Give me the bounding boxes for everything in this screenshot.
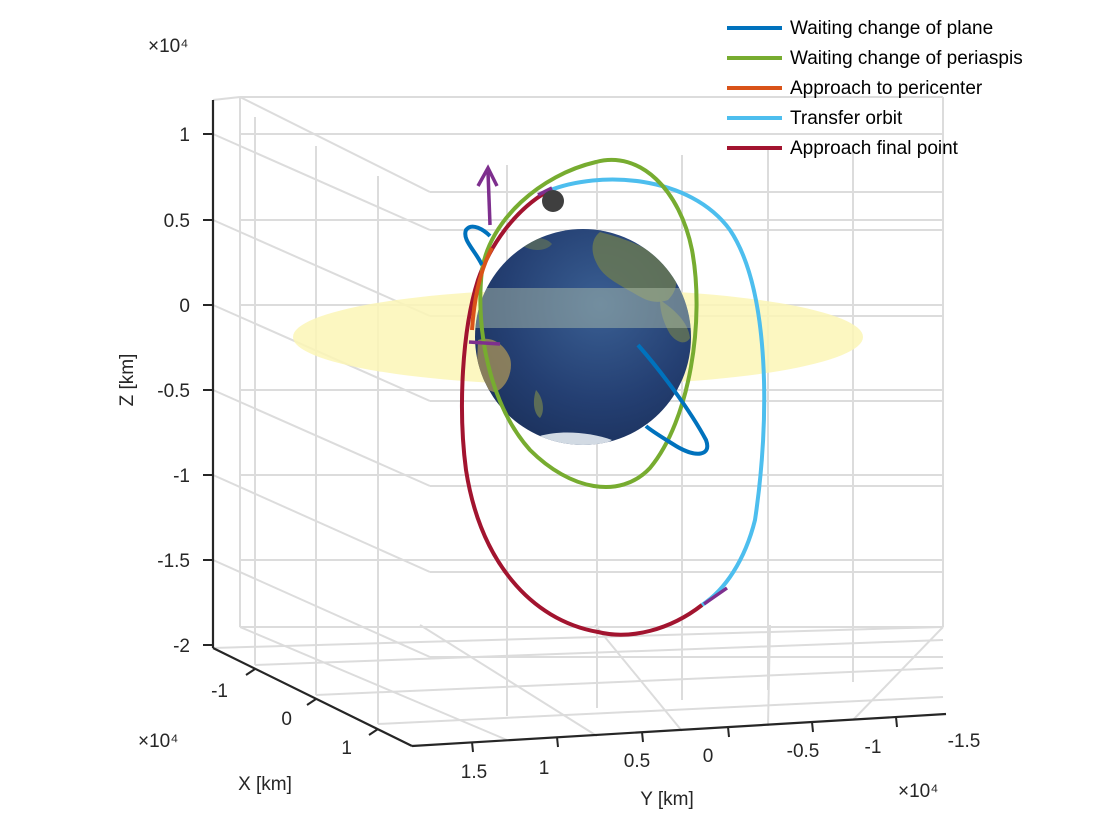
- x-axis-label: X [km]: [238, 774, 292, 795]
- z-tick-label: 0.5: [164, 211, 190, 232]
- orbit-series: [460, 158, 767, 637]
- z-tick-label: -1.5: [157, 551, 190, 572]
- z-exponent-label: ×10⁴: [148, 36, 188, 57]
- y-tick-label: -1.5: [948, 731, 981, 752]
- legend-entry: Approach final point: [727, 138, 959, 159]
- y-axis: 1.5 1 0.5 0 -0.5 -1 -1.5 ×10⁴ Y [km]: [461, 716, 981, 810]
- x-exponent-label: ×10⁴: [138, 731, 178, 752]
- y-tick-label: -1: [865, 737, 882, 758]
- y-tick-label: 1: [539, 758, 550, 779]
- z-tick-label: -1: [173, 466, 190, 487]
- z-axis-label: Z [km]: [117, 354, 138, 407]
- x-axis: -1 0 1 ×10⁴ X [km]: [138, 668, 379, 795]
- y-tick-label: 0.5: [624, 751, 650, 772]
- legend-label: Approach to pericenter: [790, 78, 983, 99]
- legend-label: Approach final point: [790, 138, 959, 159]
- z-tick-label: -0.5: [157, 381, 190, 402]
- y-tick-label: -0.5: [787, 741, 820, 762]
- legend-label: Waiting change of plane: [790, 18, 993, 39]
- z-axis: 1 0.5 0 -0.5 -1 -1.5 -2 ×10⁴ Z [km]: [117, 36, 213, 657]
- x-tick-label: 1: [341, 738, 352, 759]
- z-tick-label: 0: [179, 296, 190, 317]
- z-tick-label: -2: [173, 636, 190, 657]
- series-waiting-change-plane: [636, 343, 710, 456]
- legend-entry: Waiting change of periaspis: [727, 48, 1023, 69]
- legend-entry: Waiting change of plane: [727, 18, 993, 39]
- y-exponent-label: ×10⁴: [898, 781, 938, 802]
- x-tick-label: -1: [211, 681, 228, 702]
- series-transfer-orbit: [547, 177, 767, 607]
- x-tick-label: 0: [281, 709, 292, 730]
- series-waiting-change-periaspis: [478, 158, 699, 489]
- delta-v-arrows: [468, 164, 728, 606]
- series-approach-pericenter: [470, 247, 494, 331]
- legend: Waiting change of plane Waiting change o…: [727, 18, 1023, 159]
- legend-entry: Approach to pericenter: [727, 78, 983, 99]
- grid-floor: [212, 624, 944, 741]
- legend-entry: Transfer orbit: [727, 108, 903, 129]
- legend-label: Waiting change of periaspis: [790, 48, 1023, 69]
- y-tick-label: 1.5: [461, 762, 487, 783]
- y-axis-label: Y [km]: [640, 789, 694, 810]
- z-tick-label: 1: [179, 125, 190, 146]
- legend-label: Transfer orbit: [790, 108, 903, 129]
- target-point-marker: [542, 190, 564, 212]
- axis-lines: [211, 100, 947, 748]
- grid-back-wall: [239, 96, 944, 628]
- grid-y-verticals: [430, 145, 943, 716]
- y-tick-label: 0: [703, 746, 714, 767]
- series-waiting-change-plane-top: [463, 224, 492, 266]
